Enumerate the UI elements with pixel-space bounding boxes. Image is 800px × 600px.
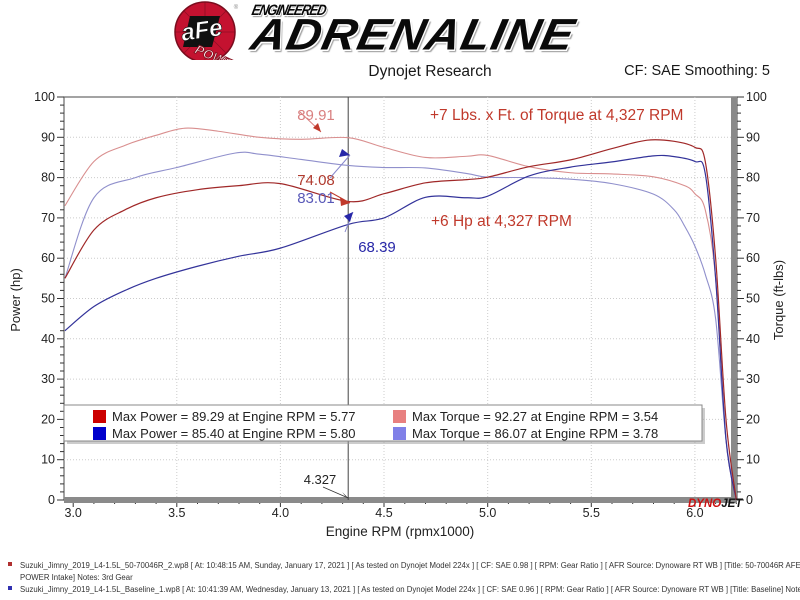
svg-text:Max Torque = 92.27 at Engine R: Max Torque = 92.27 at Engine RPM = 3.54	[412, 409, 658, 424]
svg-text:68.39: 68.39	[358, 239, 396, 256]
svg-text:10: 10	[746, 453, 760, 467]
svg-text:70: 70	[746, 211, 760, 225]
svg-text:3.0: 3.0	[65, 506, 82, 520]
svg-text:4.5: 4.5	[375, 506, 392, 520]
svg-text:Power (hp): Power (hp)	[8, 268, 23, 332]
svg-text:10: 10	[41, 453, 55, 467]
svg-text:20: 20	[746, 412, 760, 426]
svg-text:20: 20	[41, 412, 55, 426]
svg-text:80: 80	[41, 171, 55, 185]
svg-text:89.91: 89.91	[297, 107, 335, 124]
svg-text:70: 70	[41, 211, 55, 225]
svg-text:30: 30	[746, 372, 760, 386]
svg-text:100: 100	[746, 90, 767, 104]
svg-text:4.0: 4.0	[272, 506, 289, 520]
svg-text:80: 80	[746, 171, 760, 185]
svg-text:Engine RPM (rpmx1000): Engine RPM (rpmx1000)	[326, 524, 475, 539]
svg-text:Max Power = 89.29 at Engine RP: Max Power = 89.29 at Engine RPM = 5.77	[112, 409, 356, 424]
svg-text:60: 60	[746, 251, 760, 265]
svg-text:Max Torque = 86.07 at Engine R: Max Torque = 86.07 at Engine RPM = 3.78	[412, 426, 658, 441]
svg-text:Torque (ft-lbs): Torque (ft-lbs)	[771, 260, 786, 340]
svg-text:0: 0	[48, 493, 55, 507]
svg-text:+6 Hp at 4,327 RPM: +6 Hp at 4,327 RPM	[431, 213, 572, 230]
svg-text:5.0: 5.0	[479, 506, 496, 520]
svg-text:0: 0	[746, 493, 753, 507]
svg-text:5.5: 5.5	[583, 506, 600, 520]
svg-text:90: 90	[41, 130, 55, 144]
svg-text:40: 40	[746, 332, 760, 346]
svg-text:74.08: 74.08	[297, 172, 335, 189]
svg-text:50: 50	[41, 292, 55, 306]
svg-text:83.01: 83.01	[297, 190, 335, 207]
svg-text:Max Power = 85.40 at Engine RP: Max Power = 85.40 at Engine RPM = 5.80	[112, 426, 356, 441]
svg-text:60: 60	[41, 251, 55, 265]
svg-text:90: 90	[746, 130, 760, 144]
svg-text:+7 Lbs. x Ft. of Torque at 4,3: +7 Lbs. x Ft. of Torque at 4,327 RPM	[430, 107, 683, 124]
svg-text:40: 40	[41, 332, 55, 346]
svg-text:4.327: 4.327	[304, 472, 337, 487]
svg-text:30: 30	[41, 372, 55, 386]
svg-text:50: 50	[746, 292, 760, 306]
svg-text:3.5: 3.5	[168, 506, 185, 520]
svg-text:DYNOJET: DYNOJET	[688, 498, 743, 510]
svg-text:100: 100	[34, 90, 55, 104]
